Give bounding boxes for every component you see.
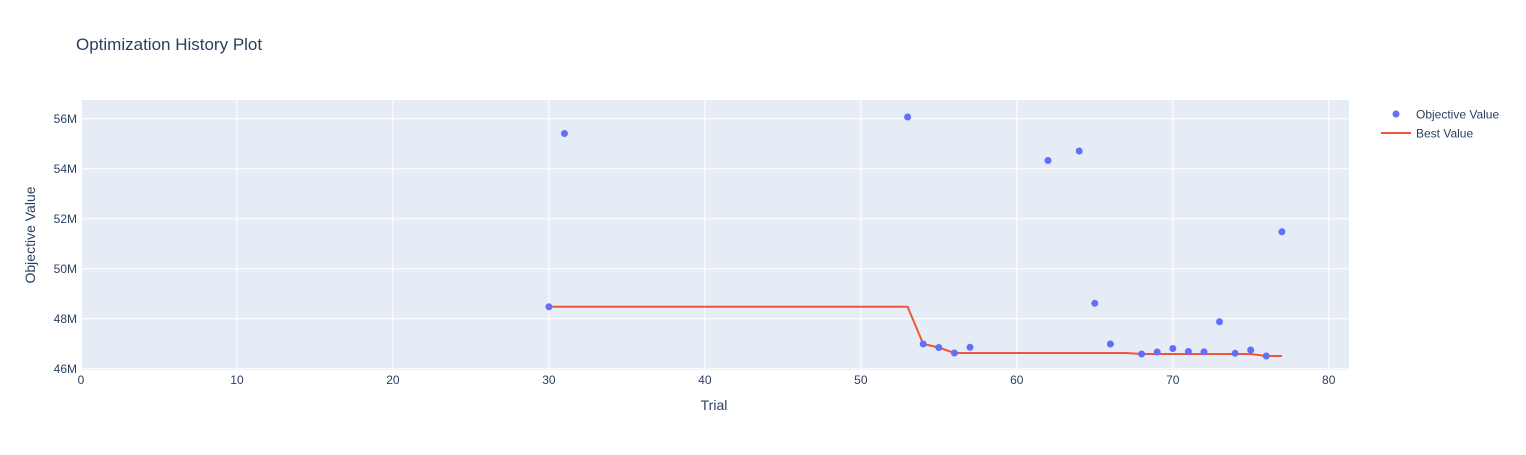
legend-label-best-value: Best Value: [1416, 127, 1473, 141]
plot-background: [81, 100, 1349, 370]
objective-value-point[interactable]: [545, 303, 553, 311]
objective-value-point[interactable]: [950, 349, 958, 357]
y-tick-label: 50M: [54, 262, 77, 276]
legend-item-best-value[interactable]: Best Value: [1381, 127, 1473, 141]
objective-value-point[interactable]: [1106, 340, 1114, 348]
chart-title: Optimization History Plot: [76, 35, 262, 54]
x-tick-label: 30: [542, 373, 556, 387]
objective-value-point[interactable]: [919, 340, 927, 348]
x-tick-label: 20: [386, 373, 400, 387]
objective-value-point[interactable]: [935, 344, 943, 351]
x-tick-label: 80: [1322, 373, 1336, 387]
objective-value-point[interactable]: [561, 130, 568, 137]
objective-value-point[interactable]: [1200, 348, 1208, 356]
objective-value-point[interactable]: [1153, 348, 1161, 356]
objective-value-point[interactable]: [1138, 350, 1146, 358]
legend-marker-objective-value: [1392, 110, 1400, 118]
objective-value-point[interactable]: [1184, 348, 1192, 355]
x-tick-label: 40: [698, 373, 712, 387]
legend-label-objective-value: Objective Value: [1416, 108, 1499, 122]
objective-value-point[interactable]: [1247, 346, 1255, 354]
objective-value-point[interactable]: [1091, 299, 1099, 307]
y-tick-label: 52M: [54, 212, 77, 226]
legend[interactable]: Objective Value Best Value: [1381, 108, 1499, 141]
y-axis-title: Objective Value: [22, 186, 38, 283]
y-tick-label: 56M: [54, 112, 77, 126]
x-tick-label: 60: [1010, 373, 1024, 387]
series-layer: [545, 113, 1286, 360]
x-tick-label: 70: [1166, 373, 1180, 387]
y-tick-label: 46M: [54, 362, 77, 376]
best-value-line: [548, 305, 1282, 357]
objective-value-point[interactable]: [1075, 147, 1083, 155]
x-tick-label: 0: [78, 373, 85, 387]
x-tick-label: 10: [230, 373, 244, 387]
objective-value-point[interactable]: [1169, 345, 1177, 352]
grid-lines: [80, 100, 1349, 370]
y-tick-label: 54M: [54, 162, 77, 176]
objective-value-point[interactable]: [1044, 157, 1052, 164]
x-axis-title: Trial: [701, 397, 728, 413]
objective-value-point[interactable]: [1216, 318, 1223, 326]
x-tick-label: 50: [854, 373, 868, 387]
objective-value-point[interactable]: [1231, 349, 1239, 357]
legend-item-objective-value[interactable]: Objective Value: [1392, 108, 1500, 122]
axis-tick-labels: 0 10 20 30 40 50 60 70 80 46M 48M 50M 52M 54M 56M: [54, 112, 1336, 387]
objective-value-point[interactable]: [966, 343, 974, 351]
objective-value-point[interactable]: [1262, 352, 1270, 360]
y-tick-label: 48M: [54, 312, 77, 326]
objective-value-point[interactable]: [1278, 228, 1286, 236]
objective-value-point[interactable]: [904, 113, 912, 121]
